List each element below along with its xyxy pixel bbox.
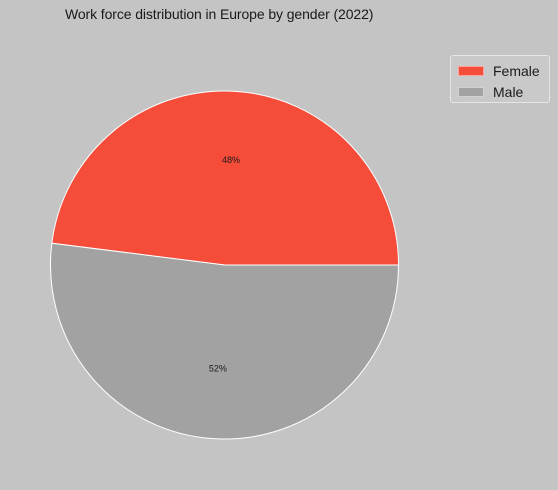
pie-slice-female [51, 90, 400, 266]
pie-slice-male [50, 242, 400, 440]
legend-label-male: Male [493, 83, 524, 100]
pie-label-male: 52% [209, 364, 227, 374]
legend-swatch-female [458, 65, 484, 76]
pie-label-female: 48% [222, 155, 240, 165]
chart-title: Work force distribution in Europe by gen… [65, 6, 374, 22]
legend-item-male: Male [458, 81, 549, 102]
legend-label-female: Female [493, 62, 540, 79]
legend: Female Male [450, 55, 550, 103]
legend-swatch-male [458, 86, 484, 97]
legend-item-female: Female [458, 60, 549, 81]
